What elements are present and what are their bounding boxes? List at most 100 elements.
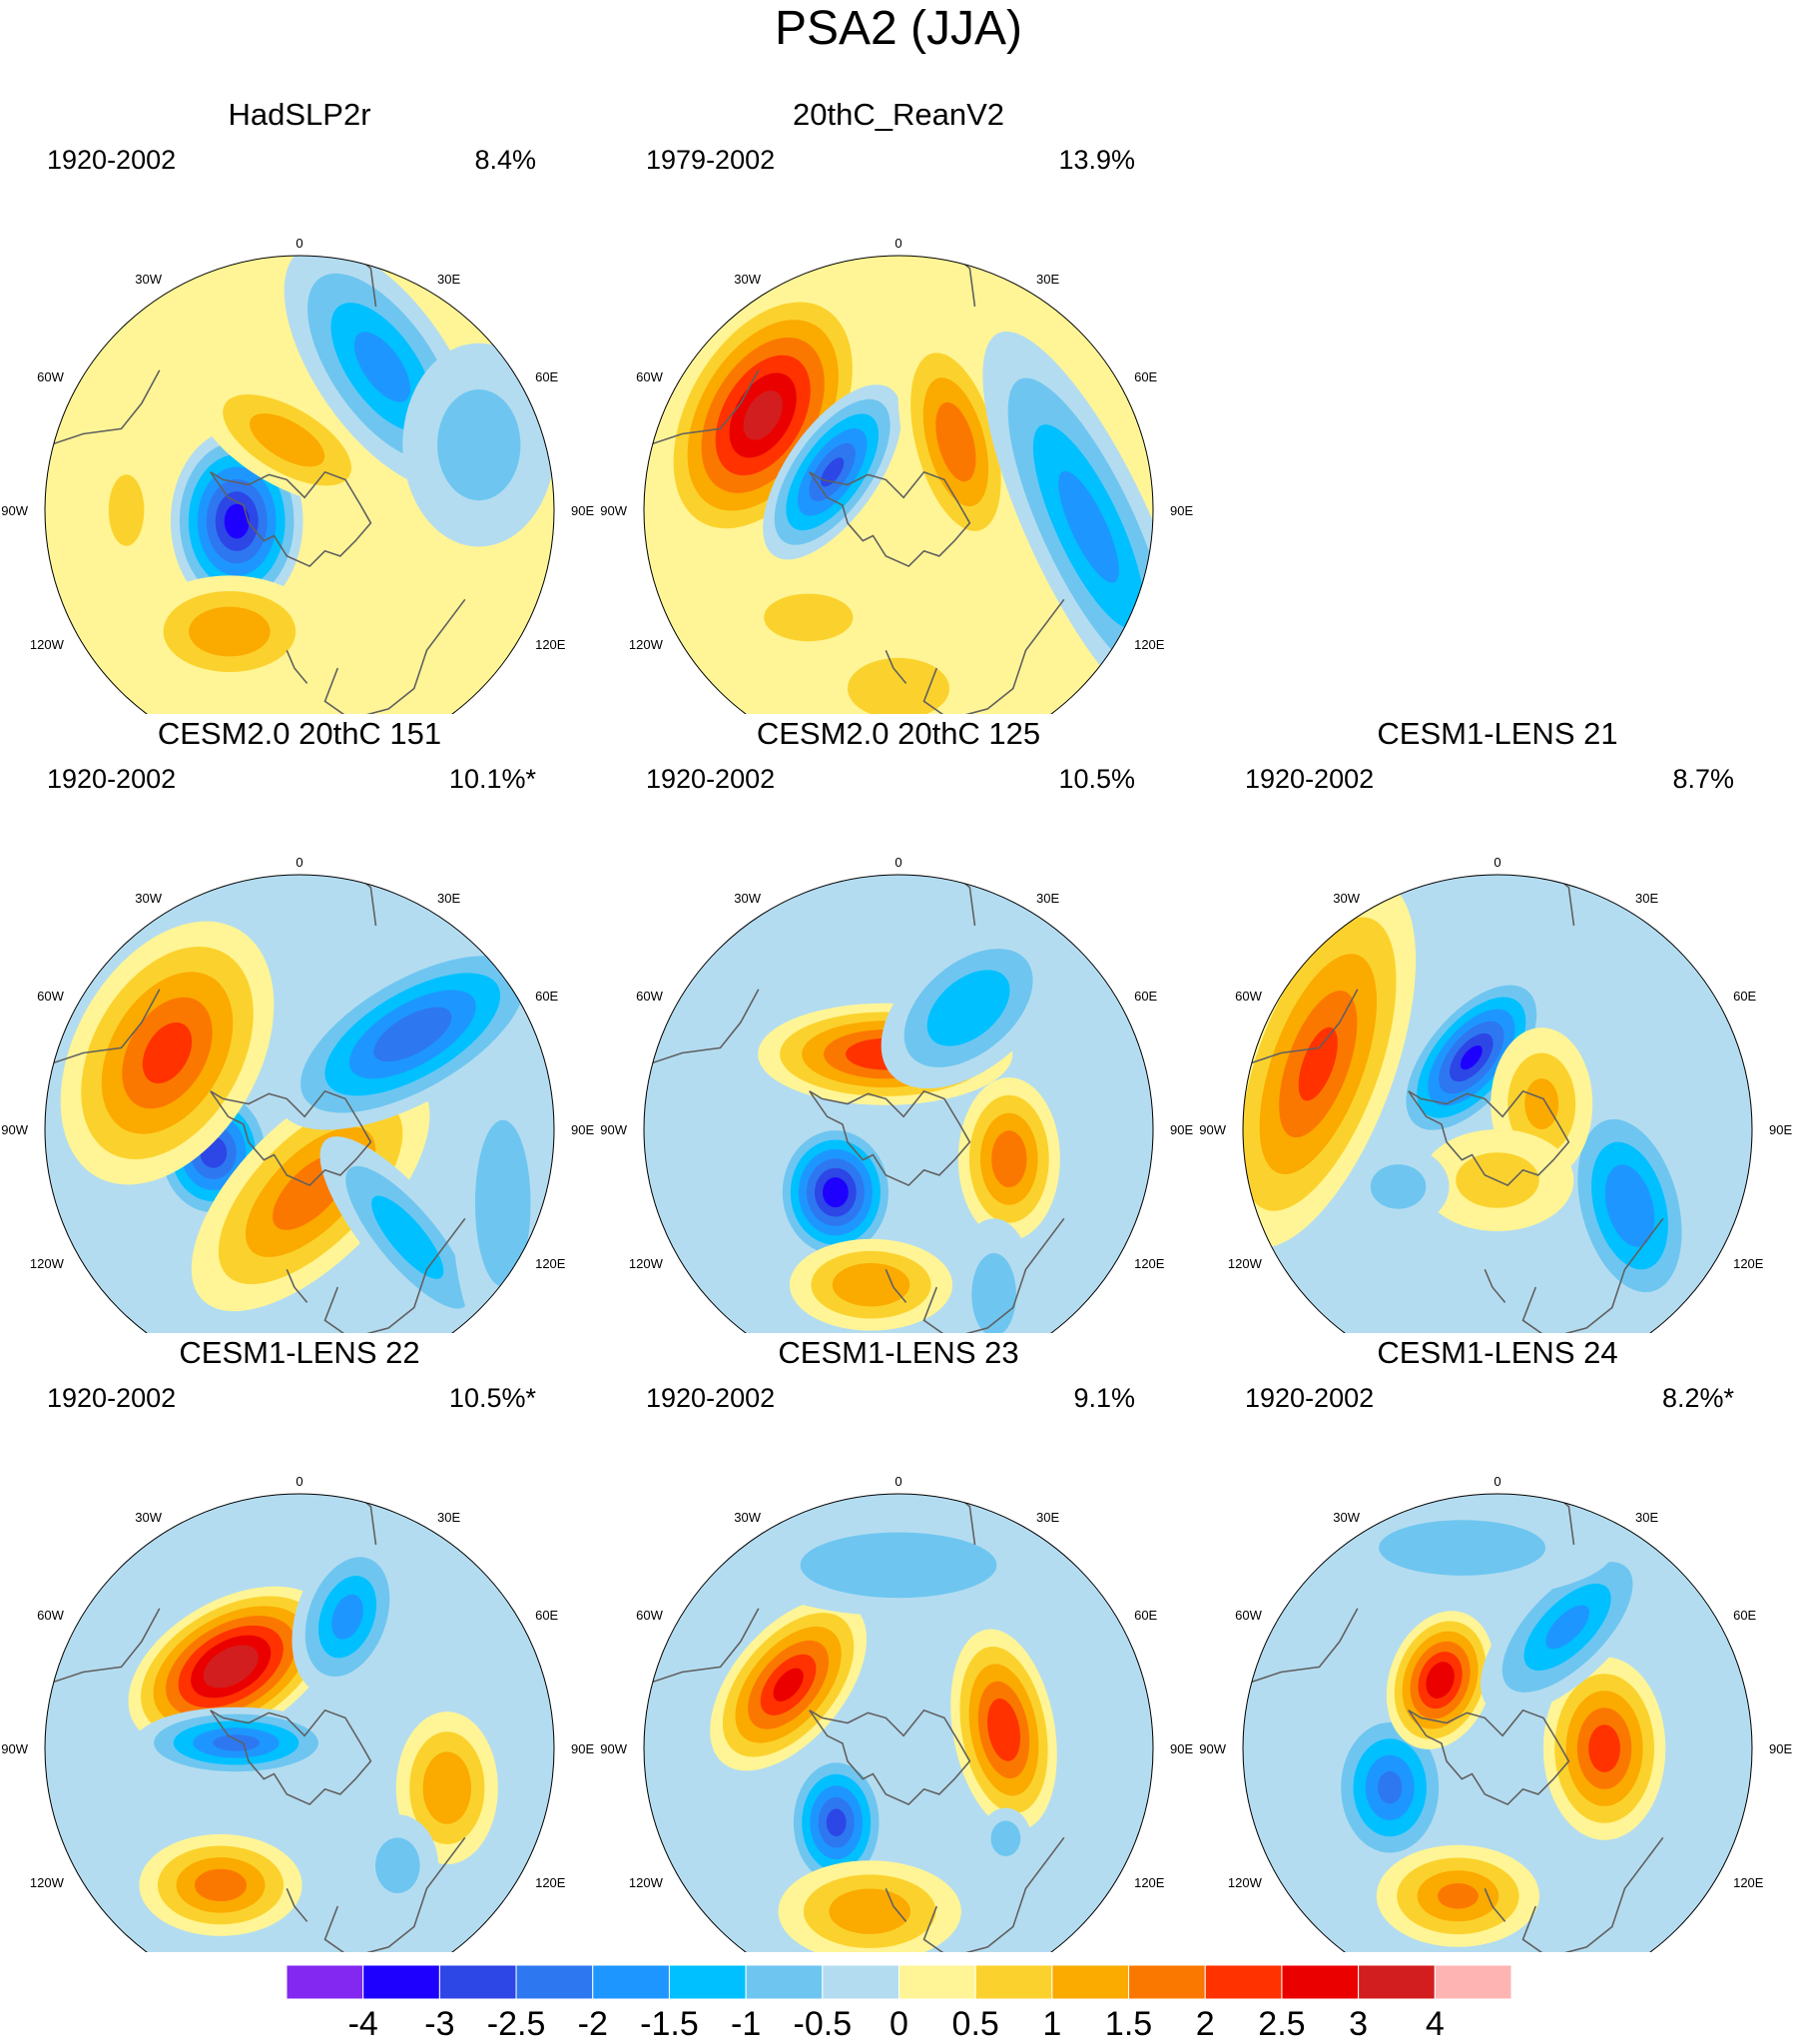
longitude-label: 90E [1170,503,1193,518]
contour-band [826,1808,847,1836]
longitude-label: 60W [37,989,64,1004]
coastline [885,1268,907,1303]
contour-band [1438,1883,1479,1909]
coastline [45,989,161,1067]
longitude-label: 30W [734,1510,761,1525]
longitude-label: 0 [296,1474,302,1489]
colorbar-swatch [1358,1965,1436,2000]
coastline [286,649,308,684]
longitude-label: 30W [1333,1510,1360,1525]
contour-band [926,970,1010,1046]
map-panel: CESM1-LENS 21 1920-2002 8.7% 0 30E 60E 90E 120E… [1198,714,1797,1333]
colorbar-swatch [1281,1965,1360,2000]
longitude-label: 30W [135,1510,162,1525]
longitude-label: 120W [30,1875,65,1890]
contour-band [375,1837,420,1893]
map-panel: CESM1-LENS 24 1920-2002 8.2%* 0 30E 60E 90E 120… [1198,1333,1797,1952]
longitude-label: 90E [1170,1122,1193,1137]
coastline [1243,1608,1359,1687]
contour-band [189,606,271,657]
contour-band [1524,1078,1559,1129]
coastline [885,649,907,684]
map-panel: CESM2.0 20thC 125 1920-2002 10.5% 0 30E 60E 90… [599,714,1198,1333]
contour-band [848,657,949,714]
contour-band [935,401,976,482]
panel-variance-percent: 13.9% [1058,145,1135,175]
longitude-label: 120W [629,1256,664,1271]
anomaly-center [950,1629,1057,1831]
anomaly-center [276,939,549,1130]
contour-band [422,1751,471,1824]
colorbar-swatch [668,1965,747,2000]
map-border [643,1493,1154,1952]
colorbar-swatch [362,1965,440,2000]
anomaly-center [402,342,554,547]
anomaly-center [789,1238,953,1331]
coastline [210,470,372,568]
anomaly-center [763,384,902,560]
longitude-label: 60E [1134,989,1157,1004]
longitude-label: 30E [1036,891,1059,906]
colorbar-tick-label: -2 [577,2005,608,2043]
contour-band [823,1177,849,1208]
contour-band [1370,1164,1427,1209]
map-border [1242,1493,1753,1952]
polar-stereographic-map: 030E60E90E120E150E180150W120W90W60W30W [600,855,1193,1333]
panel-period: 1920-2002 [1245,764,1375,794]
map-border [1242,874,1753,1333]
anomaly-center [785,1750,888,1894]
colorbar-tick-label: 4 [1425,2005,1445,2043]
map-panel: CESM2.0 20thC 151 1920-2002 10.1%* 0 30E 60E 9… [0,714,599,1333]
anomaly-center [952,1218,1035,1333]
polar-stereographic-map: 030E60E90E120E150E180150W120W90W60W30W [1,1474,594,1952]
anomaly-center [1481,1540,1655,1714]
longitude-label: 60E [1733,989,1756,1004]
colorbar-tick-label: -1 [731,2005,762,2043]
longitude-label: 60W [37,1608,64,1623]
longitude-label: 30E [1635,1510,1658,1525]
coastline [1521,1836,1664,1952]
longitude-label: 60W [636,369,663,384]
colorbar-swatch [1128,1965,1206,2000]
longitude-label: 30W [734,891,761,906]
colorbar-swatch [287,1965,364,2000]
longitude-label: 120E [1134,1256,1165,1271]
contour-band [203,1645,259,1689]
panel-variance-percent: 10.1%* [448,764,536,794]
panel-title: HadSLP2r [228,97,371,132]
colorbar-tick-label: 1 [1042,2005,1062,2043]
longitude-label: 90W [1,1122,28,1137]
longitude-label: 60W [1235,1608,1262,1623]
colorbar-tick-label: 1.5 [1104,2005,1153,2043]
polar-stereographic-map: 030E60E90E120E150E180150W120W90W60W30W [1199,855,1792,1333]
contour-band [474,1119,531,1287]
panel-period: 1920-2002 [47,1383,177,1413]
longitude-label: 0 [895,1474,901,1489]
longitude-label: 120W [1228,1875,1263,1890]
colorbar-swatch [1051,1965,1130,2000]
polar-stereographic-map: 030E60E90E120E150E180150W120W90W60W30W [1,236,594,714]
longitude-label: 60E [1134,369,1157,384]
longitude-label: 30W [135,272,162,287]
longitude-label: 60E [1134,1608,1157,1623]
anomaly-center [797,627,1000,714]
longitude-label: 60W [636,1608,663,1623]
longitude-label: 90W [1199,1122,1226,1137]
coastline [809,470,971,568]
contour-band [373,1007,452,1062]
contour-band [142,1022,193,1083]
coastline [644,989,760,1067]
panel-period: 1920-2002 [47,145,177,175]
anomaly-center [746,1514,1051,1617]
colorbar-tick-label: -0.5 [793,2005,853,2043]
contour-band [1379,1520,1546,1576]
colorbar-swatch [822,1965,899,2000]
anomaly-center [60,921,275,1185]
longitude-label: 90E [1170,1741,1193,1756]
colorbar-swatch [592,1965,670,2000]
colorbar-swatch [438,1965,517,2000]
coastline [210,1708,372,1806]
longitude-label: 90E [571,1122,594,1137]
coastline [1408,1708,1570,1806]
map-panel: CESM1-LENS 23 1920-2002 9.1% 0 30E 60E 90E 120E… [599,1333,1198,1952]
